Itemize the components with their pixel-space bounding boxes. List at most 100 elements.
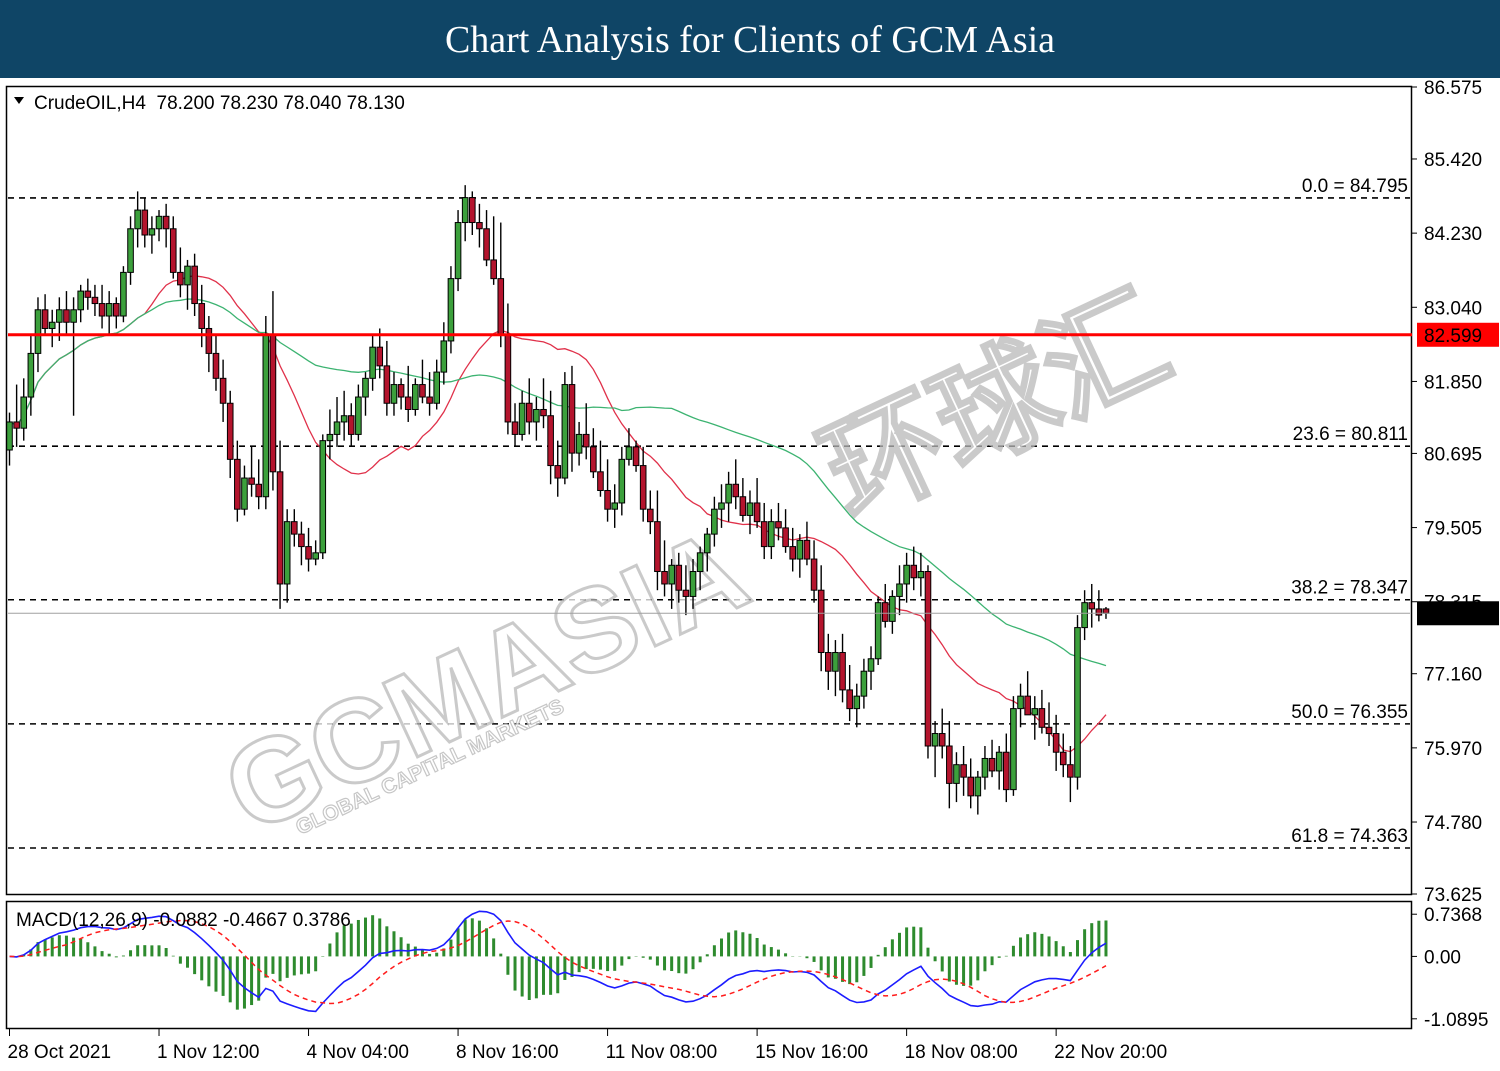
candle-body: [953, 764, 960, 784]
candle-body: [518, 402, 526, 435]
candle-body: [412, 384, 419, 410]
candle-body: [105, 303, 113, 317]
candle-body: [219, 377, 227, 404]
candle-body: [63, 309, 70, 323]
candle-body: [283, 521, 291, 585]
candle-body: [689, 571, 697, 597]
candle-body: [547, 415, 554, 467]
price-levels: [8, 333, 1412, 614]
candle-body: [760, 521, 768, 548]
candle-body: [212, 352, 220, 379]
candle-body: [661, 571, 668, 585]
candle-body: [13, 421, 20, 429]
candle-body: [248, 477, 255, 485]
candle-body: [262, 334, 270, 498]
y-tick-label: 84.230: [1424, 224, 1482, 245]
candle-body: [1074, 627, 1081, 778]
candle-body: [739, 496, 747, 516]
candle-body: [568, 384, 576, 454]
resistance-price-tag: [1417, 322, 1499, 347]
candle-body: [440, 340, 448, 373]
y-tick-label: 73.625: [1424, 885, 1482, 906]
candle-body: [796, 539, 804, 560]
candle-body: [461, 197, 469, 224]
candle-body: [1102, 608, 1110, 614]
candle-body: [141, 209, 149, 236]
candle-body: [696, 552, 704, 573]
macd-panel-frame: [5, 900, 1413, 1030]
candle-body: [938, 733, 946, 747]
candle-body: [41, 309, 49, 329]
candle-body: [48, 321, 56, 329]
symbol-info: CrudeOIL,H4 78.200 78.230 78.040 78.130: [34, 93, 405, 114]
macd-y-tick-label: 0.7368: [1424, 905, 1482, 926]
candle-body: [34, 309, 42, 354]
price-panel-frame: [5, 85, 1413, 896]
candle-body: [347, 415, 355, 435]
candle-body: [597, 471, 604, 492]
candle-body: [832, 652, 839, 672]
candle-body: [604, 490, 611, 510]
candle-body: [753, 502, 761, 523]
candle-body: [340, 415, 348, 423]
candle-body: [732, 483, 740, 498]
y-tick-label: 75.970: [1424, 739, 1482, 760]
candle-body: [397, 384, 405, 398]
candle-body: [454, 222, 462, 280]
y-tick-label: 81.850: [1424, 372, 1482, 393]
candle-body: [625, 446, 633, 460]
candle-body: [269, 334, 277, 473]
candle-body: [590, 446, 597, 473]
candle-body: [511, 421, 519, 435]
candle-body: [582, 433, 590, 448]
candle-body: [198, 303, 206, 329]
candle-body: [490, 259, 497, 280]
candle-body: [1010, 708, 1017, 791]
candle-body: [903, 564, 910, 585]
fib-label: 23.6 = 80.811: [1293, 424, 1408, 445]
candle-body: [1088, 602, 1096, 610]
candle-body: [504, 334, 512, 423]
candle-body: [889, 595, 896, 622]
candle-body: [867, 658, 875, 672]
candle-body: [433, 371, 440, 404]
header-banner: Chart Analysis for Clients of GCM Asia: [0, 0, 1500, 78]
candle-body: [995, 751, 1003, 772]
candle-body: [746, 502, 754, 516]
macd-indicator: 0.7368 0.00 -1.0895: [9, 905, 1488, 1031]
candle-body: [654, 521, 661, 573]
candle-body: [917, 571, 925, 579]
candle-body: [369, 346, 376, 379]
candle-body: [127, 228, 134, 273]
candle-body: [1059, 751, 1067, 766]
candle-body: [355, 396, 362, 435]
y-tick-label: 80.695: [1424, 444, 1482, 465]
fibonacci-levels: 0.0 = 84.795 23.6 = 80.811 38.2 = 78.347 50…: [8, 176, 1410, 849]
candle-body: [1038, 708, 1046, 728]
fib-label: 50.0 = 76.355: [1291, 702, 1408, 723]
candle-body: [561, 384, 569, 479]
current-price-label: 78.130: [1424, 604, 1482, 625]
candle-body: [533, 408, 540, 423]
candle-body: [241, 477, 248, 510]
candle-body: [376, 346, 384, 367]
time-axis: 28 Oct 2021 1 Nov 12:00 4 Nov 04:00 8 Nov 1…: [8, 1029, 1167, 1063]
candle-body: [1067, 764, 1074, 778]
candle-body: [874, 602, 882, 660]
y-tick-label: 77.160: [1424, 665, 1482, 686]
candle-body: [305, 546, 312, 560]
macd-line: [9, 910, 1107, 1013]
candle-body: [1052, 733, 1060, 753]
macd-info: MACD(12,26,9) -0.0882 -0.4667 0.3786: [16, 910, 351, 931]
candle-body: [56, 309, 63, 323]
candle-body: [725, 483, 732, 504]
candle-body: [319, 440, 327, 554]
symbol-dropdown-icon[interactable]: [14, 97, 24, 104]
candle-body: [20, 396, 28, 429]
candle-body: [618, 458, 626, 504]
candle-body: [184, 265, 191, 286]
candle-body: [191, 265, 198, 305]
candle-body: [810, 558, 818, 591]
fib-label: 61.8 = 74.363: [1291, 826, 1408, 847]
